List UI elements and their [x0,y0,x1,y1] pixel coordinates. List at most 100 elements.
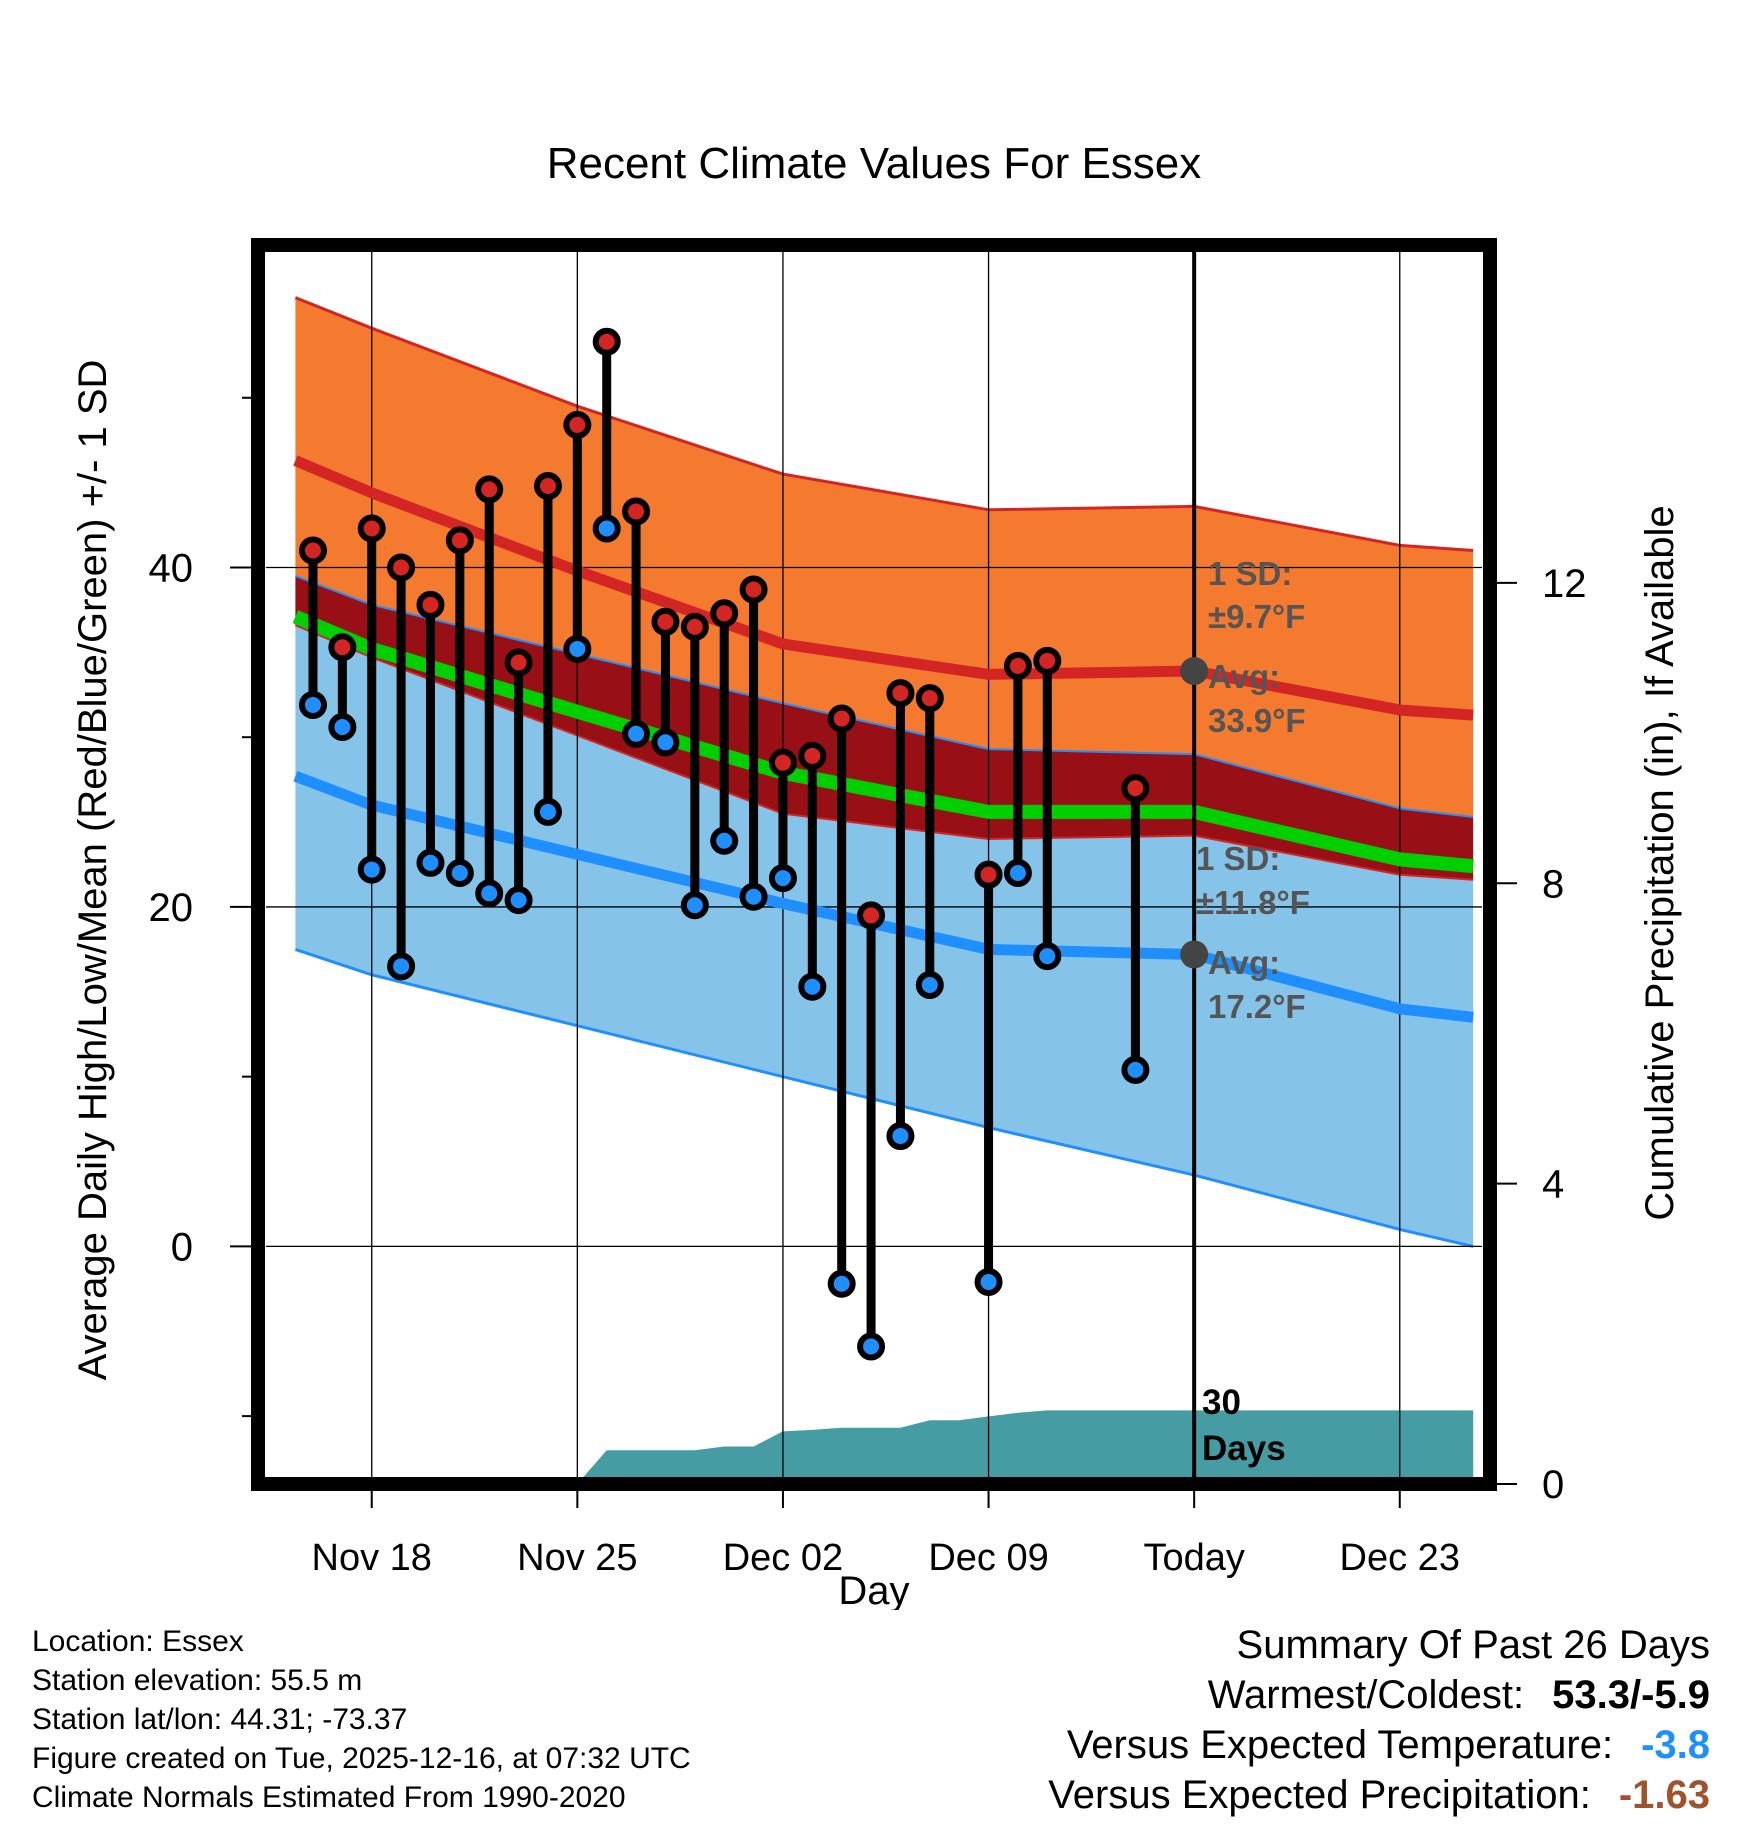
observed-high-point [357,514,386,543]
observed-high-point [680,612,709,641]
observed-low-point [886,1122,915,1151]
x-tick-label: Dec 09 [928,1537,1048,1579]
observed-low-point [651,728,680,757]
low-avg-value: 17.2°F [1208,988,1306,1025]
x-tick-label: Nov 18 [312,1537,432,1579]
observed-low-point [622,719,651,748]
observed-high-point [504,648,533,677]
x-tick-label: Dec 23 [1340,1537,1460,1579]
sd-overlap-region [295,576,1474,880]
elevation-text: Station elevation: 55.5 m [32,1664,363,1697]
observed-high-point [475,475,504,504]
observed-low-point [592,514,621,543]
observed-high-point [328,633,357,662]
observed-high-point [387,553,416,582]
x-axis-label: Day [838,1569,909,1610]
observed-high-point [1003,651,1032,680]
observed-low-point [416,848,445,877]
low-plus-sd-line [295,575,1474,818]
observed-high-point [533,472,562,501]
low-sd-label: 1 SD: [1196,840,1280,877]
observed-high-point [445,526,474,555]
summary-panel: Summary Of Past 26 Days Warmest/Coldest:… [1048,1620,1710,1820]
y2-tick-label: 8 [1542,862,1564,906]
observed-high-point [563,410,592,439]
summary-temp: Versus Expected Temperature: -3.8 [1048,1720,1710,1770]
observed-high-point [915,684,944,713]
precip-area [295,1410,1474,1484]
precip-anomaly-label: Versus Expected Precipitation: [1048,1773,1591,1817]
low-sd-value: ±11.8°F [1196,884,1310,921]
observed-low-point [827,1269,856,1298]
observed-low-point [798,972,827,1001]
summary-precip: Versus Expected Precipitation: -1.63 [1048,1770,1710,1820]
y-axis-label: Average Daily High/Low/Mean (Red/Blue/Gr… [71,360,115,1381]
temp-anomaly-label: Versus Expected Temperature: [1066,1723,1614,1767]
chart-title: Recent Climate Values For Essex [547,139,1202,188]
plot-frame [251,238,1497,1491]
high-avg-value: 33.9°F [1208,702,1306,739]
high-plus-sd-line [294,296,1474,552]
observed-low-point [857,1332,886,1361]
observed-low-point [768,864,797,893]
high-sd-label: 1 SD: [1208,555,1292,592]
days-label-number: 30 [1202,1383,1241,1422]
latlon-text: Station lat/lon: 44.31; -73.37 [32,1703,408,1736]
mean-avg-line [292,610,1474,874]
y2-axis-label: Cumulative Precipitation (in), If Availa… [1638,505,1682,1220]
y-tick-label: 0 [171,1225,193,1269]
precip-anomaly-value: -1.63 [1618,1773,1710,1817]
low-sd-band [295,625,1474,1247]
days-label-unit: Days [1202,1429,1286,1468]
summary-heading: Summary Of Past 26 Days [1236,1623,1710,1667]
normals-text: Climate Normals Estimated From 1990-2020 [32,1781,626,1814]
observed-low-point [563,634,592,663]
temp-anomaly-value: -3.8 [1641,1723,1710,1767]
observed-low-point [298,690,327,719]
high-avg-line [293,455,1474,721]
observed-low-point [680,891,709,920]
y2-tick-label: 0 [1542,1463,1564,1507]
observed-low-point [445,858,474,887]
observed-high-point [416,590,445,619]
high-avg-label: Avg: [1208,658,1280,695]
today-low-avg-marker [1180,940,1209,969]
y2-tick-label: 4 [1542,1163,1564,1207]
y-tick-label: 20 [149,886,194,930]
observed-high-point [974,860,1003,889]
low-minus-sd-line [294,947,1474,1248]
summary-warm-cold: Warmest/Coldest: 53.3/-5.9 [1048,1670,1710,1720]
y-tick-label: 40 [149,546,194,590]
created-text: Figure created on Tue, 2025-12-16, at 07… [32,1742,691,1775]
observed-low-point [1121,1055,1150,1084]
plot-area: 1 SD: ±9.7°F Avg: 33.9°F 1 SD: ±11.8°F Avg: 17.… [149,238,1587,1579]
observed-low-point [1003,858,1032,887]
high-sd-value: ±9.7°F [1208,598,1305,635]
observed-low-point [1033,942,1062,971]
low-avg-line [293,771,1474,1023]
observed-low-point [357,855,386,884]
observed-low-point [739,882,768,911]
today-high-avg-marker [1180,657,1209,686]
location-text: Location: Essex [32,1625,244,1658]
observed-high-point [739,575,768,604]
high-minus-sd-line [295,624,1474,881]
observed-high-point [592,327,621,356]
observed-low-point [475,879,504,908]
observed-low-point [915,971,944,1000]
observed-low-point [710,826,739,855]
observed-high-point [857,901,886,930]
y2-tick-label: 12 [1542,562,1587,606]
observed-high-point [1121,774,1150,803]
observed-high-point [827,704,856,733]
x-tick-label: Today [1143,1537,1244,1579]
observed-low-point [974,1268,1003,1297]
observed-high-point [768,748,797,777]
observed-low-point [328,713,357,742]
warm-cold-label: Warmest/Coldest: [1207,1673,1525,1717]
warm-cold-value: 53.3/-5.9 [1552,1673,1710,1717]
observed-high-point [622,497,651,526]
observed-high-point [298,536,327,565]
x-tick-label: Dec 02 [723,1537,843,1579]
observed-high-point [886,679,915,708]
